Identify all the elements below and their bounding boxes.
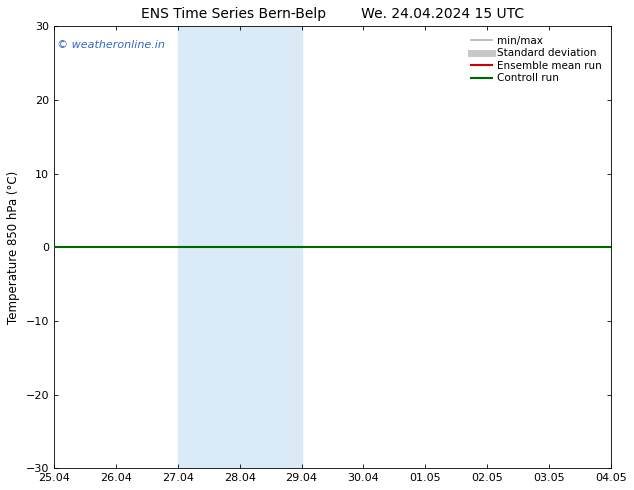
- Text: © weatheronline.in: © weatheronline.in: [56, 40, 164, 49]
- Bar: [611, 26, 634, 468]
- Y-axis label: Temperature 850 hPa (°C): Temperature 850 hPa (°C): [7, 171, 20, 324]
- Title: ENS Time Series Bern-Belp        We. 24.04.2024 15 UTC: ENS Time Series Bern-Belp We. 24.04.2024…: [141, 7, 524, 21]
- Bar: [178, 26, 302, 468]
- Legend: min/max, Standard deviation, Ensemble mean run, Controll run: min/max, Standard deviation, Ensemble me…: [467, 31, 606, 88]
